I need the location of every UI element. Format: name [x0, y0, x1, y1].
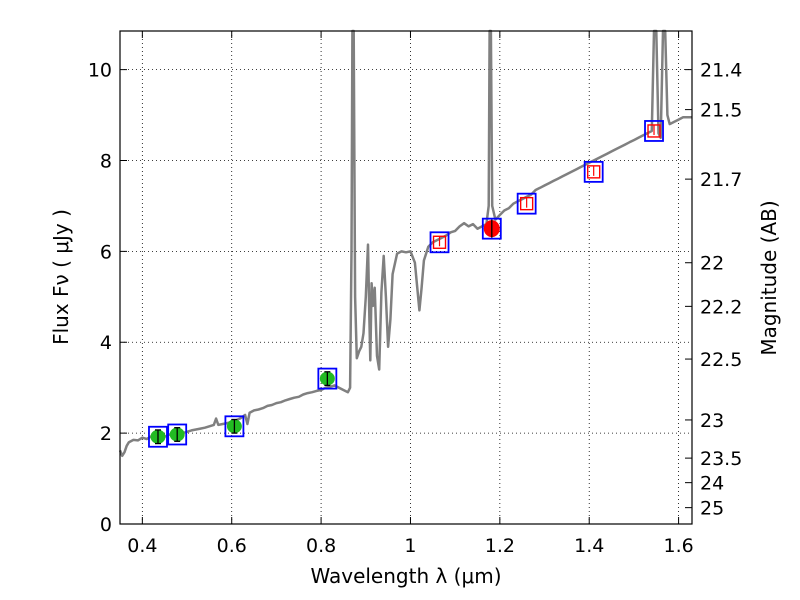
y-tick-label: 4: [100, 332, 112, 354]
mag-tick-label: 23: [700, 410, 724, 432]
model-photometry-box: [224, 415, 245, 438]
model-photometry-box: [148, 425, 168, 448]
mag-tick-label: 23.5: [700, 448, 742, 470]
mag-tick-label: 22.5: [700, 349, 742, 371]
x-tick-label: 1.2: [485, 535, 515, 557]
upper-limit-marker: [647, 124, 661, 138]
model-photometry-box: [317, 367, 338, 390]
mag-tick-label: 22: [700, 253, 724, 275]
mag-tick-label: 21.4: [700, 60, 742, 82]
upper-limit-marker: [519, 196, 534, 211]
upper-limit-marker: [432, 235, 447, 249]
upper-limit-marker: [586, 165, 601, 179]
detection-marker: [169, 427, 185, 442]
mag-tick-label: 21.7: [700, 169, 742, 191]
model-photometry-box: [516, 192, 537, 215]
model-photometry-box: [583, 160, 604, 183]
detection-marker: [319, 371, 335, 387]
y-tick-label: 0: [100, 514, 112, 536]
x-tick-label: 1: [404, 535, 416, 557]
x-tick-label: 1.4: [574, 535, 604, 557]
detection-marker: [226, 418, 242, 434]
plot-frame: [119, 30, 693, 525]
mag-tick-label: 25: [700, 498, 724, 520]
y-axis-right-label: Magnitude (AB): [757, 200, 781, 355]
spectrum-layer: [118, 29, 692, 458]
x-tick-label: 0.4: [127, 535, 157, 557]
mag-tick-label: 21.5: [700, 100, 742, 122]
x-axis-label: Wavelength λ (μm): [310, 564, 501, 588]
model-photometry-box: [481, 217, 502, 240]
y-tick-label: 6: [100, 241, 112, 263]
y-tick-label: 10: [88, 60, 112, 82]
x-tick-label: 0.8: [306, 535, 336, 557]
y-axis-label: Flux Fν ( μJy ): [49, 209, 73, 345]
x-tick-label: 0.6: [217, 535, 247, 557]
model-photometry-box: [644, 120, 664, 142]
detection-marker: [150, 429, 166, 445]
red-detection-marker: [483, 219, 500, 238]
y-tick-label: 8: [100, 150, 112, 172]
grid-layer: [120, 31, 692, 525]
x-tick-label: 1.6: [663, 535, 693, 557]
mag-tick-label: 22.2: [700, 296, 742, 318]
model-photometry-box: [429, 231, 450, 254]
mag-tick-label: 24: [700, 473, 724, 495]
model-spectrum-line: [118, 29, 692, 458]
model-photometry-box: [167, 423, 188, 446]
markers-layer: [148, 120, 664, 448]
y-tick-label: 2: [100, 423, 112, 445]
